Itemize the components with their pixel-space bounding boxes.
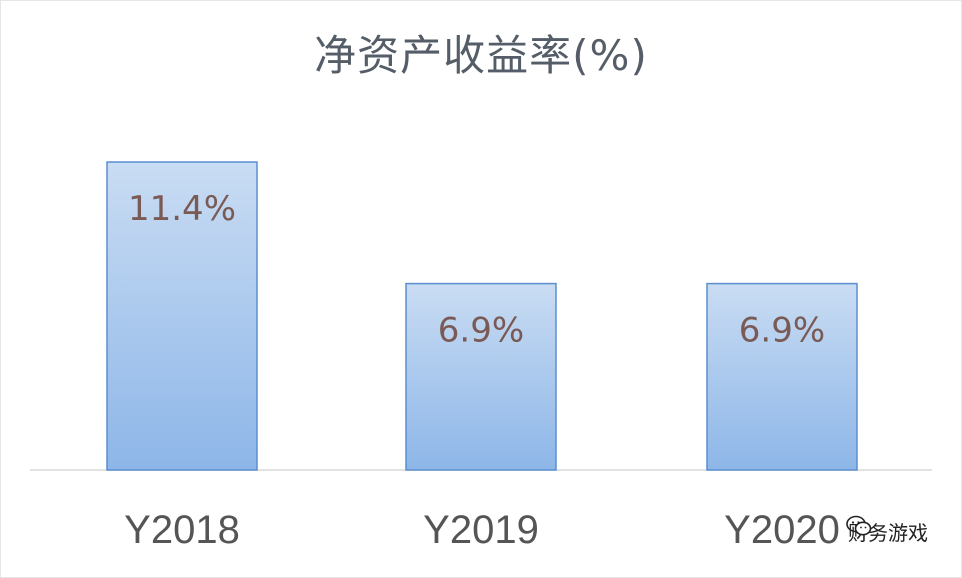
data-label-y2020: 6.9%	[739, 311, 825, 351]
bar-y2019	[405, 282, 557, 471]
watermark: 财务游戏	[846, 515, 932, 548]
x-tick-label-y2020: Y2020	[724, 508, 840, 552]
bar-y2020	[706, 282, 858, 471]
x-tick-label-y2018: Y2018	[124, 508, 240, 552]
data-label-y2019: 6.9%	[438, 311, 524, 351]
bar-y2018	[106, 161, 258, 471]
x-tick-label-y2019: Y2019	[423, 508, 539, 552]
chart-title: 净资产收益率(%)	[314, 31, 648, 80]
data-label-y2018: 11.4%	[128, 189, 236, 229]
wechat-icon	[846, 515, 872, 536]
